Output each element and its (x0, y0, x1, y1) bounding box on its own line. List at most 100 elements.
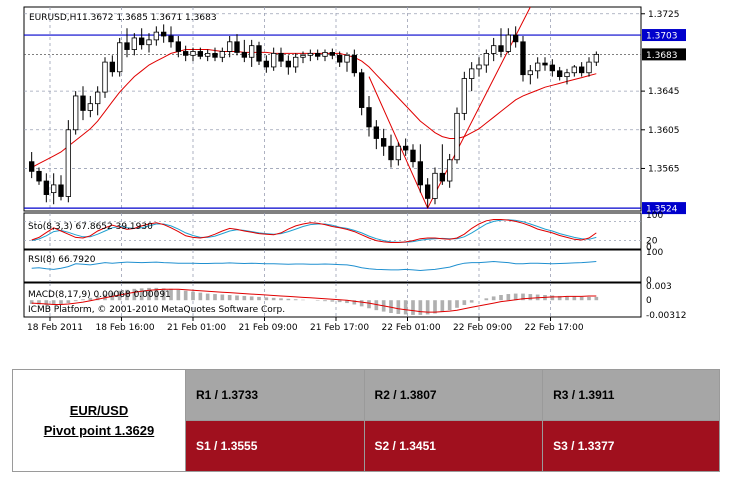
candle-body (314, 53, 321, 57)
candle-body (72, 95, 79, 131)
indicator-tick-label: 0.003 (646, 282, 672, 292)
price-tick-label: 1.3565 (648, 164, 680, 174)
candle-body (578, 66, 585, 74)
candle-body (131, 37, 138, 50)
candle (212, 47, 218, 62)
indicator-tick-label: 0 (646, 296, 652, 306)
pair-title: EUR/USD (69, 402, 129, 418)
candle (402, 138, 409, 156)
candle-body (505, 34, 512, 52)
candle-body (278, 53, 284, 62)
candle (146, 33, 152, 53)
horizontal-line-label: 1.3524 (646, 205, 678, 215)
candle-body (402, 145, 409, 151)
macd-signal-line (31, 288, 597, 313)
macd-series (29, 287, 599, 315)
candle-body (219, 51, 226, 58)
candle (219, 47, 226, 63)
candle (351, 49, 358, 77)
candle-body (417, 161, 424, 186)
moving-average-line (31, 49, 597, 168)
stochastic-panel (23, 212, 642, 250)
price-tick-label: 1.3605 (648, 126, 680, 136)
candle (285, 55, 292, 75)
candle (292, 53, 299, 73)
candle-body (490, 45, 497, 54)
r2-cell: R2 / 1.3807 (363, 369, 544, 421)
candle (542, 57, 548, 71)
candle (380, 128, 387, 156)
candle (498, 28, 504, 58)
candle-body (410, 149, 416, 163)
forex-chart: 1.3703 1.3524 1.3683 1.3725 1.3645 1.3605 1.3… (23, 6, 686, 333)
candle (87, 95, 94, 118)
candle (490, 37, 497, 62)
r1-cell: R1 / 1.3733 (185, 369, 365, 421)
candle-body (94, 91, 101, 105)
indicator-tick-label: -0.00312 (646, 311, 686, 321)
candle-body (212, 53, 218, 58)
candle-body (160, 31, 167, 37)
candle (36, 167, 42, 185)
candle-body (358, 72, 365, 108)
candle-body (248, 45, 255, 58)
candle (329, 48, 336, 60)
candle (138, 28, 145, 50)
candle (549, 59, 556, 77)
candle (65, 120, 72, 203)
last-price-tag (642, 48, 686, 61)
indicator-tick-label: 0 (646, 276, 652, 286)
candle-body (432, 172, 438, 199)
candle-body (285, 60, 292, 68)
candle-body (80, 95, 86, 111)
candle-body (256, 45, 262, 62)
candle-body (366, 107, 372, 128)
candle (263, 55, 270, 73)
candle-body (351, 54, 358, 74)
candle (175, 36, 182, 58)
ohlc-label: 1.3672 1.3685 1.3671 1.3683 (82, 13, 217, 23)
price-tick-label: 1.3645 (648, 87, 680, 97)
candle (446, 153, 453, 188)
candle-body (226, 41, 233, 52)
candle-body (241, 52, 248, 58)
candle (256, 41, 262, 66)
candle-body (292, 56, 299, 68)
candle (512, 26, 519, 48)
pivot-table: EUR/USD Pivot point 1.3629 R1 / 1.3733 R… (12, 369, 720, 472)
candle-body (468, 68, 475, 79)
s2-cell: S2 / 1.3451 (363, 420, 544, 472)
candle (468, 62, 475, 92)
candle-body (263, 60, 270, 68)
candle (94, 86, 101, 116)
candle (424, 178, 431, 209)
candle-body (58, 184, 64, 197)
candle (72, 91, 79, 135)
candle-body (190, 51, 196, 56)
candle-body (424, 184, 431, 199)
stochastic-lines (24, 219, 641, 243)
rsi-line (31, 260, 597, 272)
candle-body (175, 41, 182, 52)
candle (322, 49, 328, 62)
candle (336, 51, 343, 67)
candle (314, 49, 321, 61)
candle-body (344, 54, 350, 63)
candle (226, 36, 233, 58)
candle-body (454, 112, 460, 161)
candle-body (556, 70, 563, 78)
candle (50, 173, 57, 205)
rsi-line (31, 260, 597, 272)
candle (410, 144, 416, 168)
candle-body (586, 61, 592, 74)
candle (373, 120, 380, 150)
candle-body (307, 53, 314, 56)
candle-body (564, 72, 570, 78)
candle (168, 26, 174, 48)
candle (534, 57, 541, 79)
candle-body (534, 62, 541, 72)
candle (307, 49, 314, 62)
candle (432, 167, 438, 205)
candle (300, 51, 306, 64)
candle (395, 142, 402, 166)
